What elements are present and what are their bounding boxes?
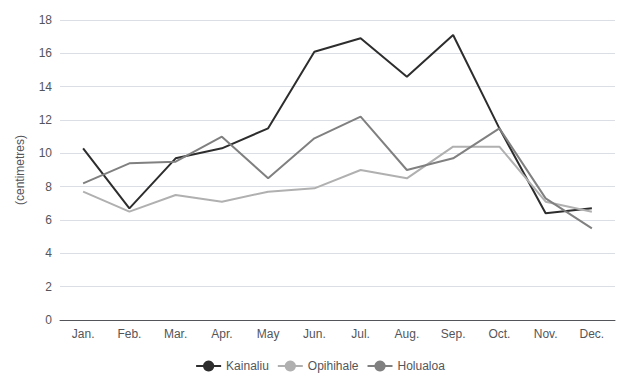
svg-text:10: 10 [39, 146, 53, 160]
svg-text:8: 8 [45, 180, 52, 194]
svg-text:16: 16 [39, 46, 53, 60]
svg-text:Jun.: Jun. [303, 327, 326, 341]
svg-text:Kainaliu: Kainaliu [226, 359, 269, 373]
svg-text:Jan.: Jan. [72, 327, 95, 341]
svg-text:(centimetres): (centimetres) [13, 135, 27, 205]
svg-text:Nov.: Nov. [534, 327, 558, 341]
svg-text:Aug.: Aug. [395, 327, 420, 341]
svg-text:Opihihale: Opihihale [308, 359, 359, 373]
svg-text:Jul.: Jul. [351, 327, 370, 341]
svg-text:12: 12 [39, 113, 53, 127]
svg-text:0: 0 [45, 313, 52, 327]
svg-text:6: 6 [45, 213, 52, 227]
svg-text:14: 14 [39, 80, 53, 94]
svg-text:2: 2 [45, 280, 52, 294]
svg-text:Holualoa: Holualoa [398, 359, 446, 373]
svg-text:Mar.: Mar. [164, 327, 187, 341]
svg-text:Apr.: Apr. [211, 327, 232, 341]
svg-text:Feb.: Feb. [117, 327, 141, 341]
svg-text:May: May [257, 327, 280, 341]
svg-text:Dec.: Dec. [580, 327, 605, 341]
svg-text:4: 4 [45, 246, 52, 260]
svg-text:Oct.: Oct. [488, 327, 510, 341]
svg-text:Sep.: Sep. [441, 327, 466, 341]
svg-text:18: 18 [39, 13, 53, 27]
